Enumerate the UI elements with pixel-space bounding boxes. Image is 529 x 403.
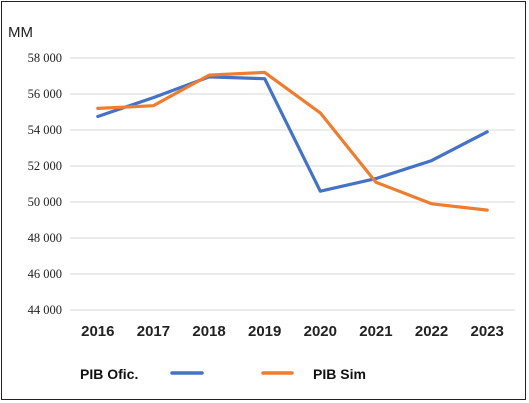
y-tick-label: 50 000 [28, 195, 62, 209]
x-tick-label: 2018 [192, 323, 225, 340]
y-tick-label: 54 000 [28, 123, 62, 137]
x-tick-label: 2021 [359, 323, 392, 340]
x-tick-label: 2022 [415, 323, 448, 340]
gridlines [70, 57, 515, 311]
y-tick-label: 46 000 [28, 267, 62, 281]
x-tick-label: 2020 [304, 323, 337, 340]
legend: PIB Ofic. PIB Sim [80, 366, 366, 382]
y-axis-ticks: 44 000 46 000 48 000 50 000 52 000 54 000 56 0… [28, 51, 62, 317]
x-tick-label: 2016 [81, 323, 114, 340]
y-tick-label: 56 000 [28, 87, 62, 101]
series-lines [96, 70, 489, 212]
y-tick-label: 44 000 [28, 303, 62, 317]
y-tick-label: 52 000 [28, 159, 62, 173]
legend-label-pib-sim: PIB Sim [313, 366, 366, 382]
x-tick-label: 2017 [137, 323, 170, 340]
x-tick-label: 2023 [471, 323, 504, 340]
y-unit-label: MM [8, 24, 33, 41]
series-line-pib-sim [96, 70, 489, 212]
series-line-pib-ofic [96, 75, 489, 193]
x-tick-label: 2019 [248, 323, 281, 340]
y-tick-label: 48 000 [28, 231, 62, 245]
y-tick-label: 58 000 [28, 51, 62, 65]
x-axis-ticks: 2016 2017 2018 2019 2020 2021 2022 2023 [81, 323, 504, 340]
legend-label-pib-ofic: PIB Ofic. [80, 366, 138, 382]
